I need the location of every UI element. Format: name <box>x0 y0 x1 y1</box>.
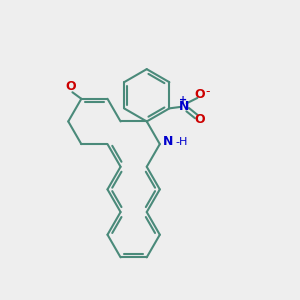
Text: O: O <box>66 80 76 93</box>
Text: O: O <box>194 88 205 101</box>
Text: O: O <box>194 113 205 126</box>
Text: -H: -H <box>175 137 188 147</box>
Text: +: + <box>179 95 187 105</box>
Text: N: N <box>163 135 173 148</box>
Text: N: N <box>179 100 189 113</box>
Text: -: - <box>206 85 210 98</box>
